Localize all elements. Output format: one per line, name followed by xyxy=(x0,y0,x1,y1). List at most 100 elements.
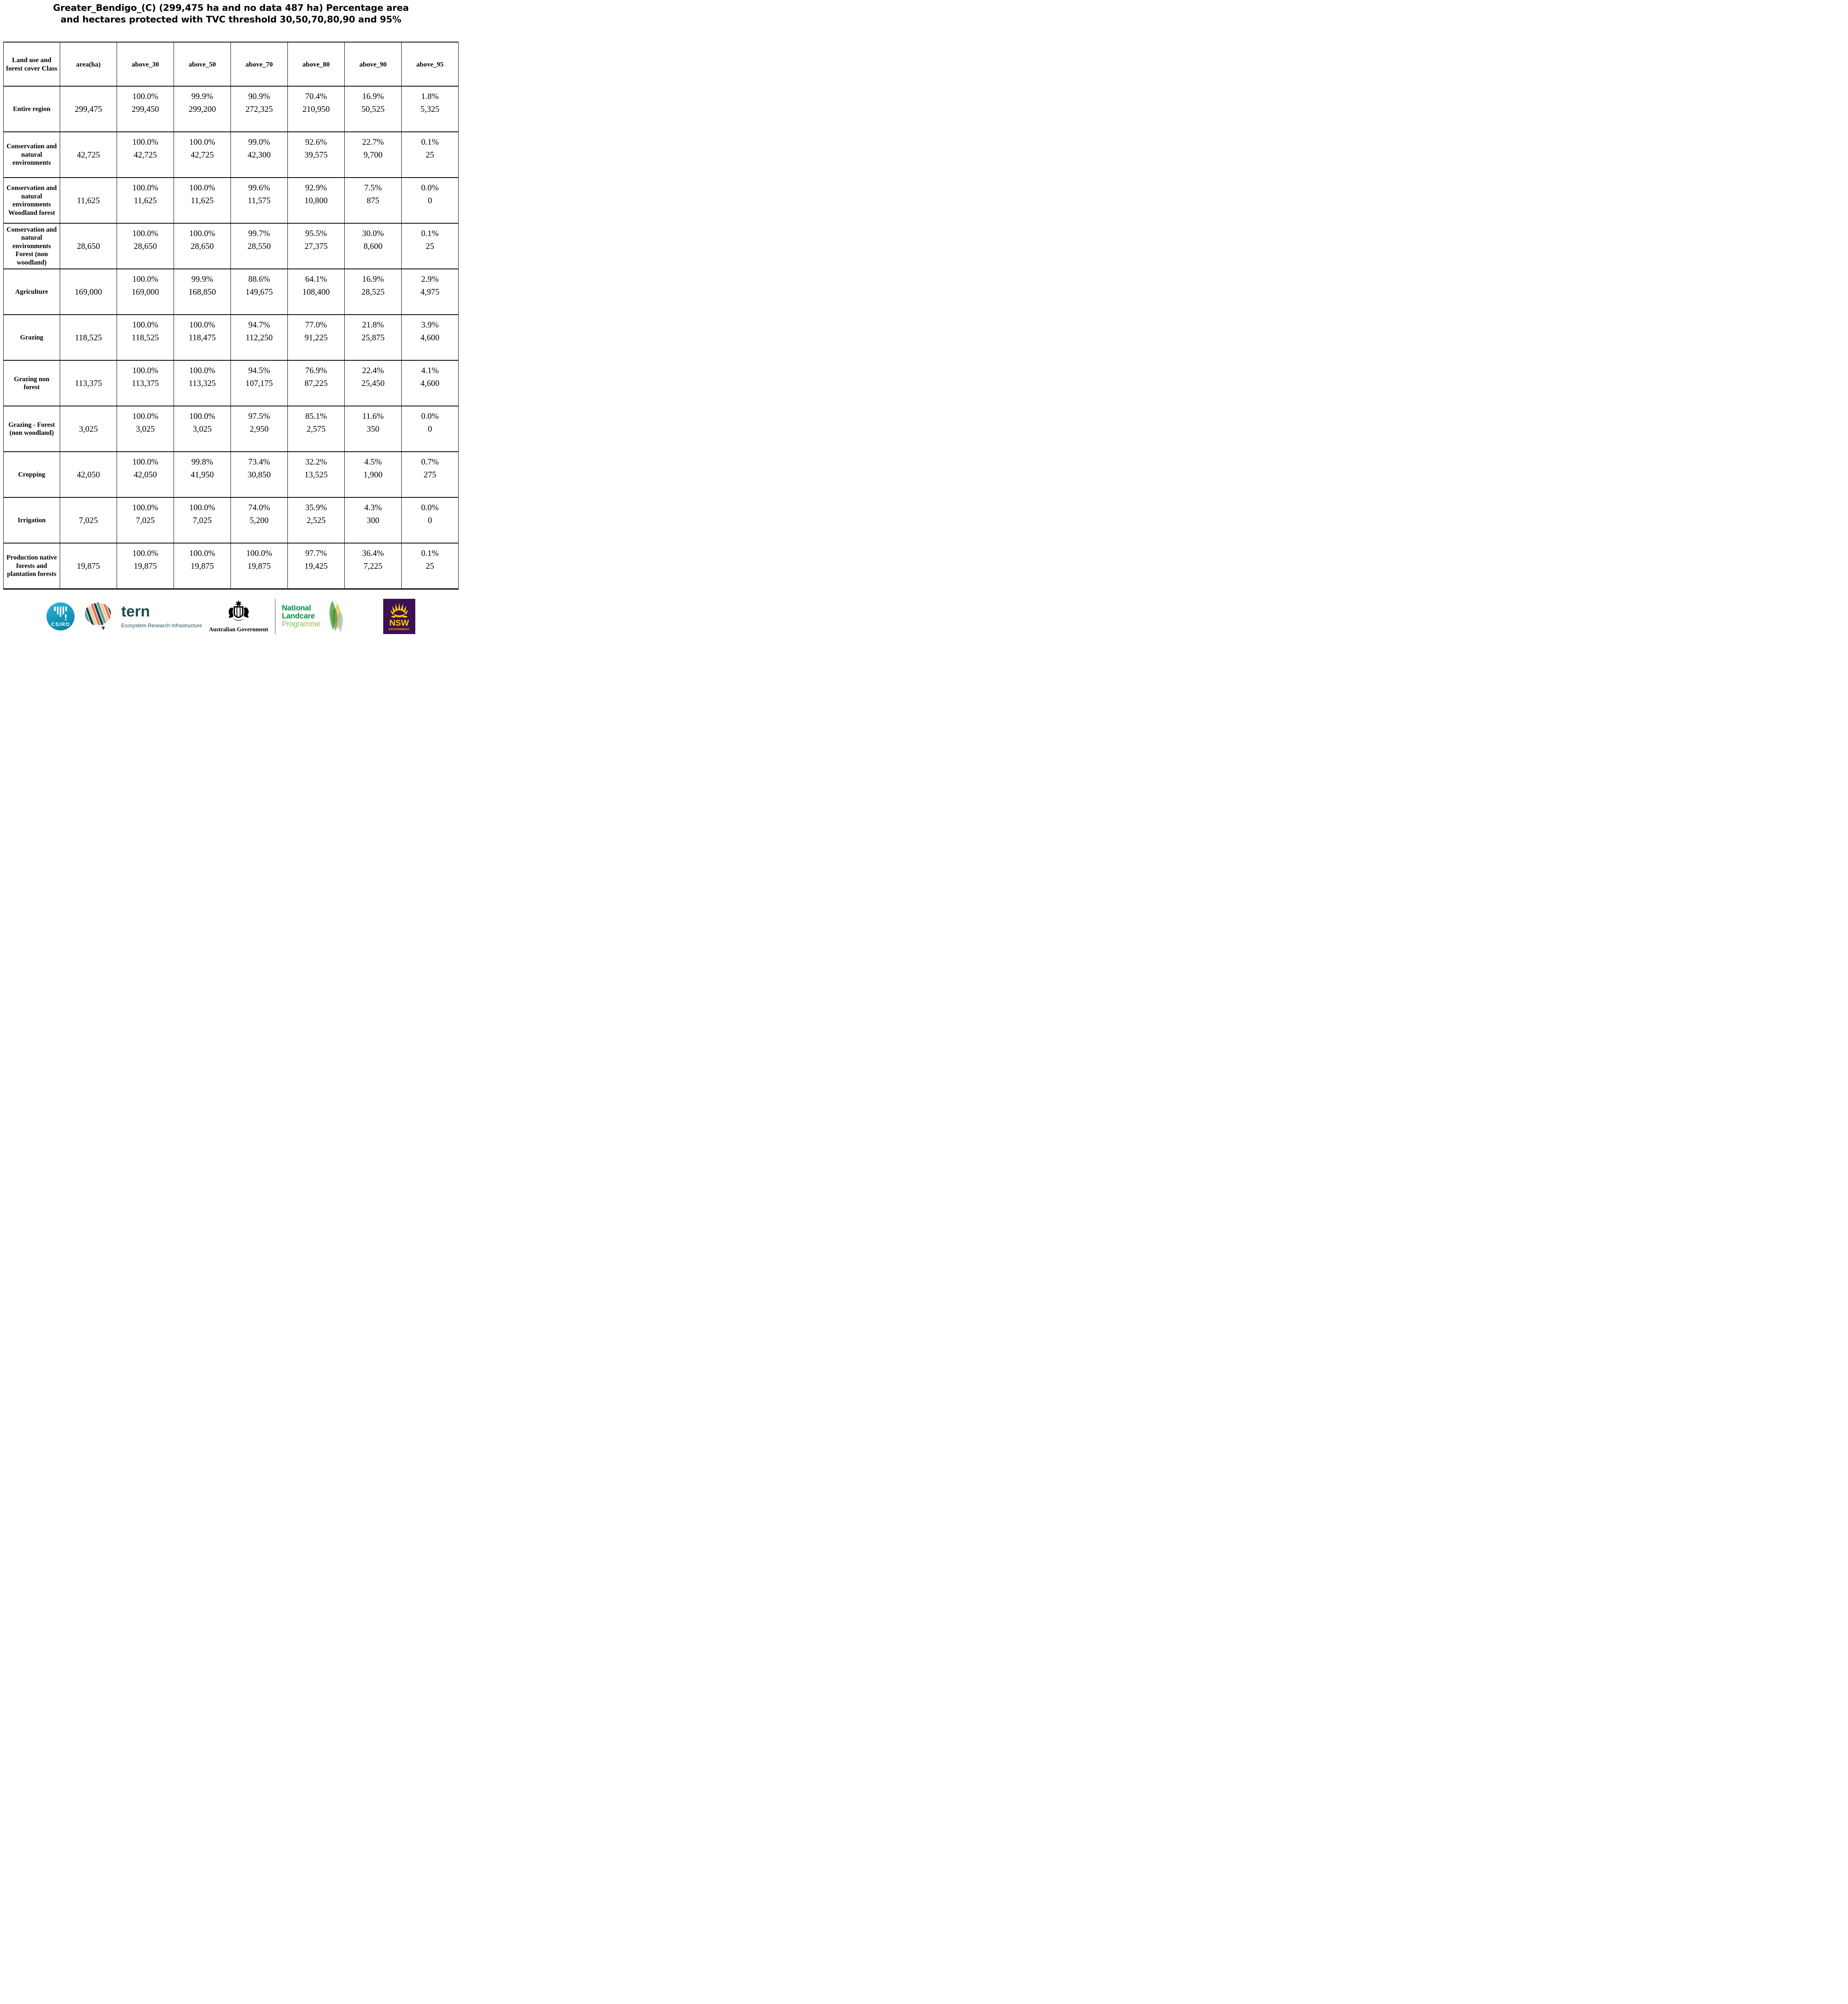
percent-value: 3.9% xyxy=(421,320,439,329)
percent-value: 100.0% xyxy=(189,183,215,192)
percent-value: 100.0% xyxy=(189,366,215,375)
percent-value: 99.8% xyxy=(191,457,213,467)
nsw-sublabel: GOVERNMENT xyxy=(388,628,410,631)
landcare-label-line1: National xyxy=(282,604,311,612)
hectares-value: 0 xyxy=(428,196,432,205)
threshold-cell-above-70: 88.6% 149,675 xyxy=(230,269,287,314)
hectares-value: 30,850 xyxy=(247,470,271,479)
percent-value: 100.0% xyxy=(132,274,158,284)
percent-value: 94.5% xyxy=(248,366,270,375)
percent-value: 70.4% xyxy=(305,91,327,101)
threshold-cell-above-95: 0.1% 25 xyxy=(401,132,458,177)
threshold-cell-above-70: 100.0% 19,875 xyxy=(230,543,287,588)
hectares-value: 8,600 xyxy=(363,241,383,251)
hectares-value: 7,025 xyxy=(135,515,155,525)
land-use-table: Land use and forest cover Class area(ha)… xyxy=(3,42,459,590)
percent-value: 100.0% xyxy=(132,228,158,238)
percent-value: 97.5% xyxy=(248,411,270,421)
table-row: Grazing - Forest (non woodland) 3,025 10… xyxy=(4,406,458,452)
national-landcare-programme-logo: National Landcare Programme xyxy=(282,600,347,633)
percent-value: 99.7% xyxy=(248,228,270,238)
csiro-logo: CSIRO xyxy=(47,602,75,630)
area-value: 28,650 xyxy=(60,224,117,269)
hectares-value: 0 xyxy=(428,515,432,525)
hectares-value: 25,875 xyxy=(361,333,385,342)
column-header-above-30: above_30 xyxy=(117,42,174,86)
column-header-above-50: above_50 xyxy=(174,42,230,86)
australian-government-logo: Australian Government xyxy=(208,600,269,633)
threshold-cell-above-95: 0.0% 0 xyxy=(401,406,458,451)
percent-value: 77.0% xyxy=(305,320,327,329)
row-label: Agriculture xyxy=(15,287,49,295)
table-body: Entire region 299,475 100.0% 299,450 99.9… xyxy=(4,87,458,588)
hectares-value: 3,025 xyxy=(135,424,155,434)
threshold-cell-above-90: 4.5% 1,900 xyxy=(344,452,401,497)
hectares-value: 113,375 xyxy=(131,378,159,388)
threshold-cell-above-30: 100.0% 28,650 xyxy=(117,224,174,269)
percent-value: 99.9% xyxy=(191,274,213,284)
percent-value: 99.9% xyxy=(191,91,213,101)
hectares-value: 7,225 xyxy=(363,561,383,571)
hectares-value: 4,600 xyxy=(420,378,440,388)
threshold-cell-above-80: 97.7% 19,425 xyxy=(287,543,344,588)
hectares-value: 299,200 xyxy=(188,104,216,114)
percent-value: 100.0% xyxy=(132,366,158,375)
percent-value: 100.0% xyxy=(246,548,272,558)
tern-logo-label: tern xyxy=(121,603,150,620)
threshold-cell-above-30: 100.0% 7,025 xyxy=(117,498,174,543)
threshold-cell-above-80: 77.0% 91,225 xyxy=(287,315,344,360)
hectares-value: 19,425 xyxy=(304,561,328,571)
threshold-cell-above-95: 1.8% 5,325 xyxy=(401,87,458,131)
row-label: Entire region xyxy=(13,105,51,113)
threshold-cell-above-80: 32.2% 13,525 xyxy=(287,452,344,497)
percent-value: 88.6% xyxy=(248,274,270,284)
hectares-value: 149,675 xyxy=(245,287,273,297)
hectares-value: 42,050 xyxy=(133,470,157,479)
table-row: Conservation and natural environments 42… xyxy=(4,132,458,178)
table-row: Entire region 299,475 100.0% 299,450 99.9… xyxy=(4,87,458,132)
area-value: 169,000 xyxy=(60,269,117,314)
tern-logo-subtitle: Ecosystem Research Infrastructure xyxy=(121,623,202,628)
threshold-cell-above-90: 11.6% 350 xyxy=(344,406,401,451)
percent-value: 4.3% xyxy=(364,503,382,512)
threshold-cell-above-90: 16.9% 50,525 xyxy=(344,87,401,131)
hectares-value: 42,725 xyxy=(190,150,214,160)
hectares-value: 350 xyxy=(366,424,380,434)
percent-value: 99.6% xyxy=(248,183,270,192)
hectares-value: 87,225 xyxy=(304,378,328,388)
hectares-value: 5,325 xyxy=(420,104,440,114)
percent-value: 7.5% xyxy=(364,183,382,192)
percent-value: 100.0% xyxy=(132,457,158,467)
percent-value: 36.4% xyxy=(362,548,384,558)
percent-value: 16.9% xyxy=(362,274,384,284)
percent-value: 100.0% xyxy=(189,503,215,512)
column-header-above-90: above_90 xyxy=(344,42,401,86)
threshold-cell-above-70: 99.7% 28,550 xyxy=(230,224,287,269)
waratah-icon xyxy=(390,602,408,618)
hectares-value: 7,025 xyxy=(192,515,212,525)
threshold-cell-above-95: 2.9% 4,975 xyxy=(401,269,458,314)
threshold-cell-above-50: 100.0% 118,475 xyxy=(174,315,230,360)
threshold-cell-above-95: 4.1% 4,600 xyxy=(401,361,458,406)
hectares-value: 39,575 xyxy=(304,150,328,160)
hectares-value: 91,225 xyxy=(304,333,328,342)
row-label: Production native forests and plantation… xyxy=(6,554,57,578)
percent-value: 100.0% xyxy=(132,91,158,101)
threshold-cell-above-50: 99.9% 299,200 xyxy=(174,87,230,131)
percent-value: 85.1% xyxy=(305,411,327,421)
percent-value: 4.5% xyxy=(364,457,382,467)
percent-value: 22.4% xyxy=(362,366,384,375)
threshold-cell-above-90: 36.4% 7,225 xyxy=(344,543,401,588)
hectares-value: 299,450 xyxy=(131,104,159,114)
hectares-value: 50,525 xyxy=(361,104,385,114)
percent-value: 100.0% xyxy=(189,228,215,238)
threshold-cell-above-80: 70.4% 210,950 xyxy=(287,87,344,131)
threshold-cell-above-30: 100.0% 3,025 xyxy=(117,406,174,451)
hectares-value: 27,375 xyxy=(304,241,328,251)
threshold-cell-above-95: 0.7% 275 xyxy=(401,452,458,497)
hectares-value: 28,650 xyxy=(133,241,157,251)
hectares-value: 107,175 xyxy=(245,378,273,388)
percent-value: 100.0% xyxy=(132,548,158,558)
percent-value: 0.0% xyxy=(421,183,439,192)
hectares-value: 13,525 xyxy=(304,470,328,479)
